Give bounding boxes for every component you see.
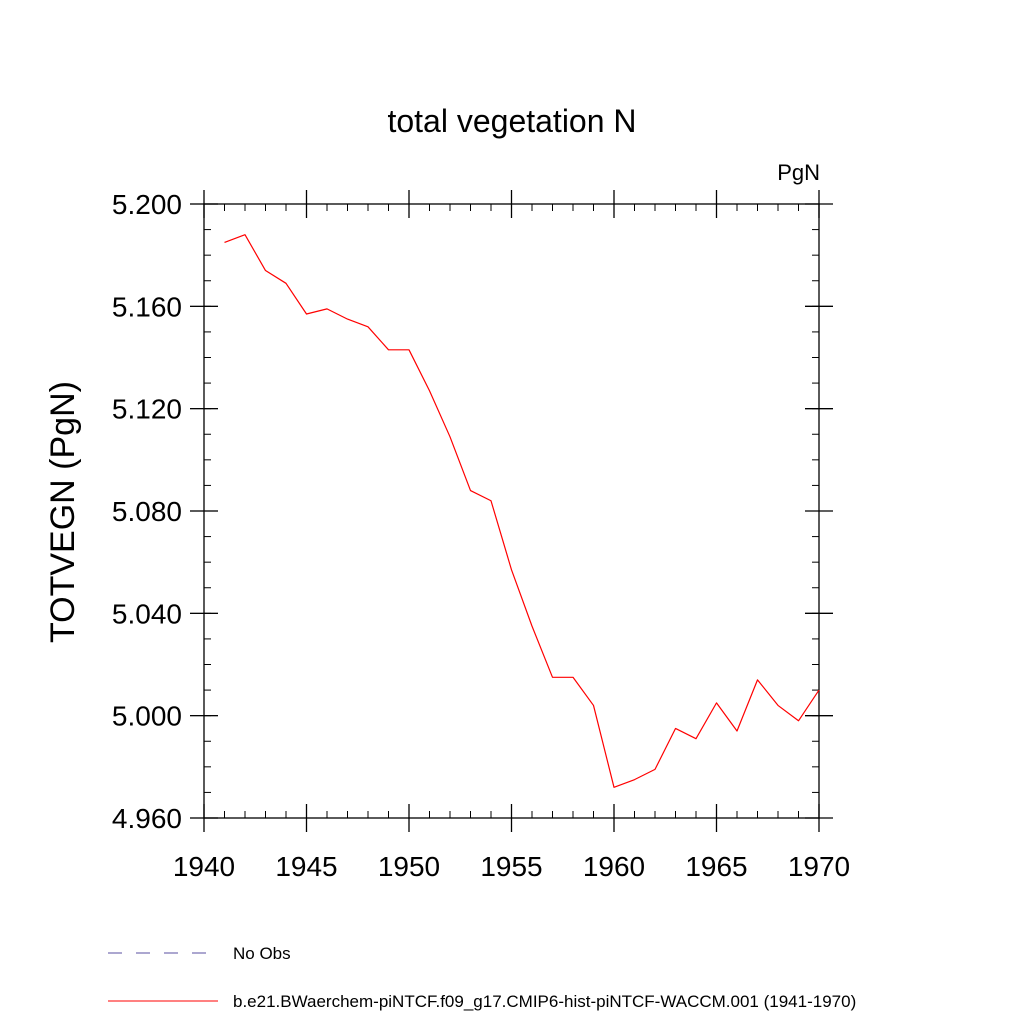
x-tick-label: 1945 — [275, 851, 337, 882]
chart-title: total vegetation N — [387, 103, 636, 139]
series-layer — [224, 234, 820, 788]
series-line — [224, 234, 820, 788]
x-tick-label: 1960 — [583, 851, 645, 882]
y-tick-label: 5.040 — [112, 598, 182, 629]
x-tick-label: 1940 — [173, 851, 235, 882]
y-tick-label: 5.200 — [112, 189, 182, 220]
legend-label-no-obs: No Obs — [233, 944, 291, 963]
x-tick-label: 1955 — [480, 851, 542, 882]
y-tick-labels: 4.960 5.000 5.040 5.080 5.120 5.160 5.200 — [112, 189, 182, 834]
x-tick-labels: 1940 1945 1950 1955 1960 1965 1970 — [173, 851, 850, 882]
y-tick-label: 5.120 — [112, 394, 182, 425]
y-axis-label: TOTVEGN (PgN) — [44, 381, 82, 643]
units-label: PgN — [777, 160, 820, 185]
legend-label-model: b.e21.BWaerchem-piNTCF.f09_g17.CMIP6-his… — [233, 992, 856, 1011]
major-ticks — [190, 190, 833, 832]
y-tick-label: 5.160 — [112, 291, 182, 322]
legend: No Obs b.e21.BWaerchem-piNTCF.f09_g17.CM… — [108, 944, 856, 1011]
minor-ticks — [203, 203, 820, 819]
x-tick-label: 1950 — [378, 851, 440, 882]
plot-frame — [203, 203, 820, 819]
y-tick-label: 5.000 — [112, 701, 182, 732]
y-tick-label: 4.960 — [112, 803, 182, 834]
y-tick-label: 5.080 — [112, 496, 182, 527]
x-tick-label: 1970 — [788, 851, 850, 882]
x-tick-label: 1965 — [685, 851, 747, 882]
